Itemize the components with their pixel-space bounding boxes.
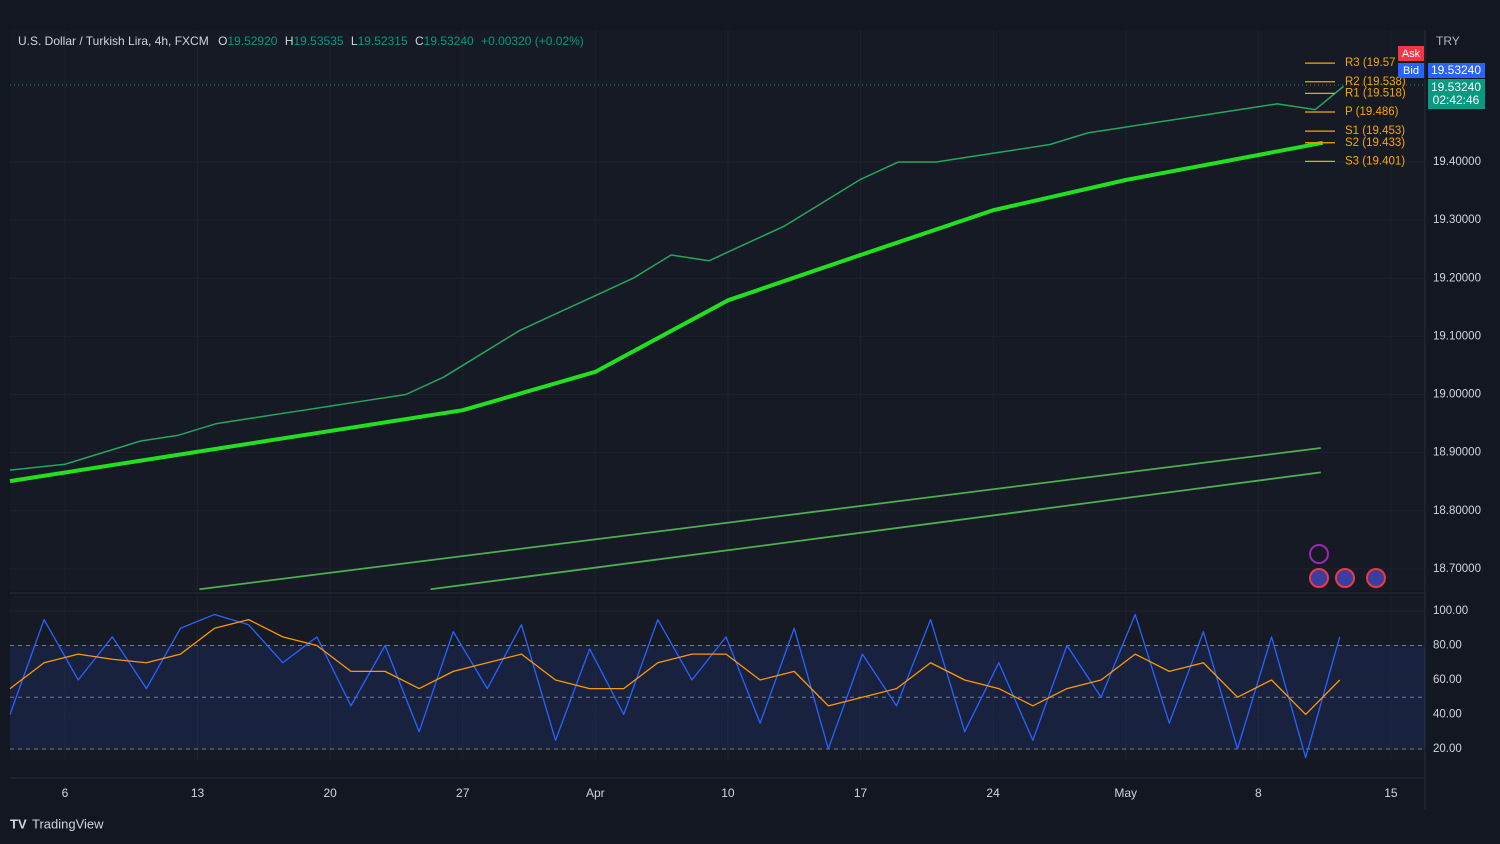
close: 19.53240 — [424, 34, 474, 48]
series-line — [9, 140, 1324, 484]
last-price-badge — [1428, 79, 1485, 109]
x-tick-label: 27 — [456, 786, 470, 800]
y-tick-label: 60.00 — [1433, 674, 1462, 686]
series-line — [9, 613, 1341, 759]
x-tick-label: 17 — [854, 786, 868, 800]
x-tick-label: 20 — [323, 786, 337, 800]
y-tick-label: 19.40000 — [1433, 156, 1481, 168]
low: 19.52315 — [358, 34, 408, 48]
event-icon[interactable] — [1309, 544, 1329, 564]
y-tick-label: 18.80000 — [1433, 505, 1481, 517]
bid-label: Bid — [1403, 65, 1419, 77]
symbol: U.S. Dollar / Turkish Lira, 4h, FXCM — [18, 34, 209, 48]
open: 19.52920 — [227, 34, 277, 48]
x-tick-label: May — [1114, 786, 1137, 800]
pivot-label: R3 (19.57 — [1345, 57, 1396, 69]
header: U.S. Dollar / Turkish Lira, 4h, FXCM O19… — [18, 34, 584, 48]
x-tick-label: 6 — [62, 786, 69, 800]
last-price: 19.53240 — [1431, 80, 1481, 94]
currency: TRY — [1436, 34, 1460, 48]
x-tick-label: 24 — [986, 786, 1000, 800]
c-label: C — [415, 34, 424, 48]
event-flag[interactable] — [1335, 568, 1355, 588]
bid-badge[interactable] — [1398, 63, 1424, 78]
y-tick-label: 100.00 — [1433, 605, 1468, 617]
plot-layer: 18.70000 18.80000 18.90000 19.00000 19.10000… — [9, 30, 1481, 800]
ask-badge[interactable] — [1398, 46, 1424, 61]
series-line — [9, 85, 1345, 471]
ask-label: Ask — [1402, 48, 1421, 60]
y-tick-label: 18.90000 — [1433, 447, 1481, 459]
y-tick-label: 19.30000 — [1433, 214, 1481, 226]
pivot-label: S1 (19.453) — [1345, 125, 1405, 137]
y-tick-label: 18.70000 — [1433, 563, 1481, 575]
pivot-label: S2 (19.433) — [1345, 137, 1405, 149]
y-tick-label: 19.10000 — [1433, 330, 1481, 342]
series-line — [9, 618, 1341, 716]
series-line — [199, 447, 1321, 591]
y-tick-label: 19.20000 — [1433, 272, 1481, 284]
x-tick-label: 13 — [191, 786, 205, 800]
x-tick-label: Apr — [586, 786, 605, 800]
brand-logo: TV — [10, 816, 27, 831]
pivot-label: R1 (19.518) — [1345, 87, 1406, 99]
pivot-label: S3 (19.401) — [1345, 155, 1405, 167]
x-tick-label: 10 — [721, 786, 735, 800]
x-tick-label: 15 — [1384, 786, 1398, 800]
event-flag[interactable] — [1366, 568, 1386, 588]
countdown: 02:42:46 — [1433, 93, 1480, 107]
pivot-label: R2 (19.538) — [1345, 76, 1406, 88]
price-pane — [10, 30, 1425, 591]
y-tick-label: 80.00 — [1433, 640, 1462, 652]
pivot-label: P (19.486) — [1345, 106, 1399, 118]
event-flag[interactable] — [1309, 568, 1329, 588]
bid-price: 19.53240 — [1431, 63, 1481, 77]
l-label: L — [351, 34, 358, 48]
change: +0.00320 (+0.02%) — [481, 34, 584, 48]
bid-price-badge — [1428, 63, 1485, 78]
y-tick-label: 20.00 — [1433, 743, 1462, 755]
y-tick-label: 19.00000 — [1433, 389, 1481, 401]
high: 19.53535 — [293, 34, 343, 48]
series-line — [430, 471, 1321, 591]
o-label: O — [218, 34, 227, 48]
y-tick-label: 40.00 — [1433, 709, 1462, 721]
h-label: H — [285, 34, 294, 48]
x-tick-label: 8 — [1255, 786, 1262, 800]
brand: TradingView — [32, 816, 104, 831]
